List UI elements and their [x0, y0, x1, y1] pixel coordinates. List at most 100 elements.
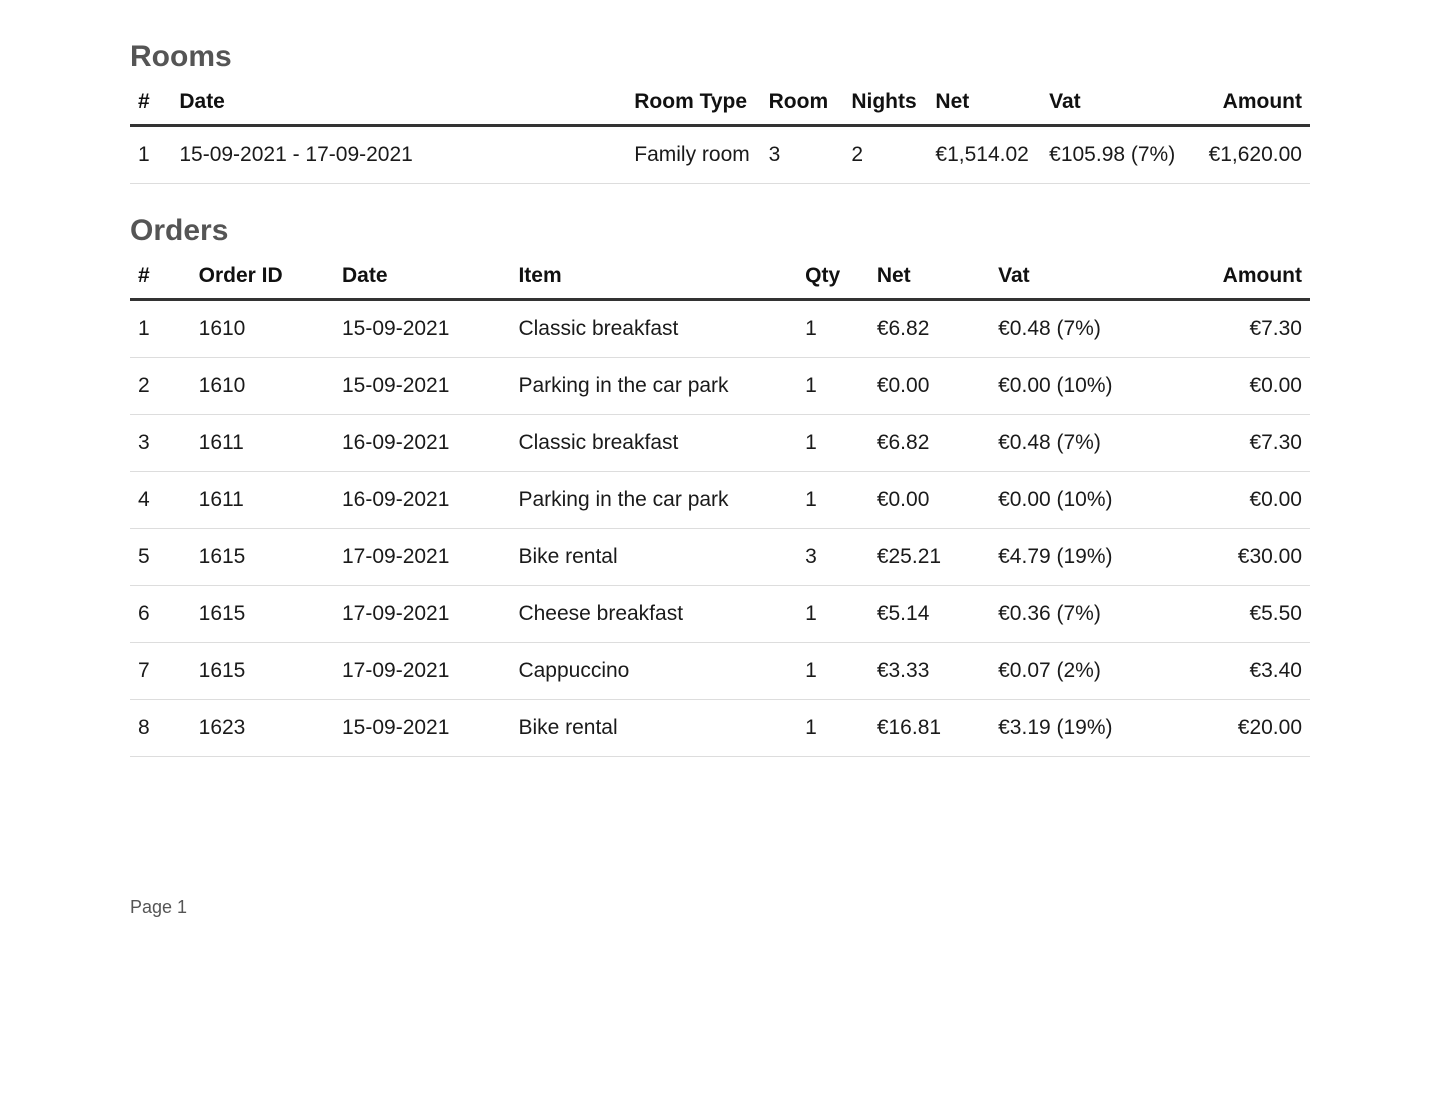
rooms-col-net: Net [927, 82, 1041, 126]
orders-cell-item: Parking in the car park [510, 358, 797, 415]
orders-cell-net: €25.21 [869, 529, 990, 586]
table-row: 115-09-2021 - 17-09-2021Family room32€1,… [130, 126, 1310, 184]
table-row: 8162315-09-2021Bike rental1€16.81€3.19 (… [130, 700, 1310, 757]
rooms-table: # Date Room Type Room Nights Net Vat Amo… [130, 82, 1310, 184]
orders-cell-qty: 1 [797, 643, 869, 700]
rooms-cell-net: €1,514.02 [927, 126, 1041, 184]
orders-cell-date: 16-09-2021 [334, 415, 510, 472]
orders-cell-orderid: 1610 [191, 358, 334, 415]
orders-col-item: Item [510, 256, 797, 300]
orders-cell-net: €5.14 [869, 586, 990, 643]
orders-cell-idx: 5 [130, 529, 191, 586]
orders-cell-orderid: 1611 [191, 415, 334, 472]
orders-cell-vat: €3.19 (19%) [990, 700, 1189, 757]
rooms-cell-room: 3 [761, 126, 844, 184]
rooms-header-row: # Date Room Type Room Nights Net Vat Amo… [130, 82, 1310, 126]
orders-cell-qty: 3 [797, 529, 869, 586]
orders-cell-date: 15-09-2021 [334, 300, 510, 358]
orders-cell-item: Bike rental [510, 700, 797, 757]
orders-cell-qty: 1 [797, 700, 869, 757]
orders-cell-idx: 6 [130, 586, 191, 643]
orders-cell-item: Bike rental [510, 529, 797, 586]
orders-cell-net: €6.82 [869, 300, 990, 358]
orders-cell-date: 16-09-2021 [334, 472, 510, 529]
rooms-col-amount: Amount [1196, 82, 1310, 126]
rooms-col-room: Room [761, 82, 844, 126]
page-footer: Page 1 [130, 897, 1310, 918]
orders-cell-vat: €0.48 (7%) [990, 300, 1189, 358]
rooms-col-vat: Vat [1041, 82, 1196, 126]
orders-col-orderid: Order ID [191, 256, 334, 300]
orders-cell-vat: €0.07 (2%) [990, 643, 1189, 700]
orders-cell-amount: €0.00 [1189, 358, 1310, 415]
orders-cell-orderid: 1615 [191, 643, 334, 700]
orders-cell-date: 17-09-2021 [334, 529, 510, 586]
orders-cell-idx: 2 [130, 358, 191, 415]
rooms-col-idx: # [130, 82, 171, 126]
orders-cell-qty: 1 [797, 300, 869, 358]
orders-cell-qty: 1 [797, 358, 869, 415]
orders-col-qty: Qty [797, 256, 869, 300]
orders-cell-date: 17-09-2021 [334, 586, 510, 643]
orders-cell-orderid: 1610 [191, 300, 334, 358]
orders-cell-idx: 8 [130, 700, 191, 757]
orders-cell-idx: 1 [130, 300, 191, 358]
orders-col-vat: Vat [990, 256, 1189, 300]
orders-cell-qty: 1 [797, 415, 869, 472]
orders-cell-orderid: 1611 [191, 472, 334, 529]
invoice-page: Rooms # Date Room Type Room Nights Net V… [0, 0, 1440, 958]
orders-cell-idx: 4 [130, 472, 191, 529]
orders-cell-idx: 3 [130, 415, 191, 472]
orders-cell-orderid: 1615 [191, 529, 334, 586]
orders-cell-vat: €0.48 (7%) [990, 415, 1189, 472]
table-row: 2161015-09-2021Parking in the car park1€… [130, 358, 1310, 415]
orders-cell-net: €16.81 [869, 700, 990, 757]
orders-table: # Order ID Date Item Qty Net Vat Amount … [130, 256, 1310, 757]
orders-cell-vat: €0.36 (7%) [990, 586, 1189, 643]
orders-col-net: Net [869, 256, 990, 300]
page-number-label: Page 1 [130, 897, 187, 917]
rooms-col-nights: Nights [843, 82, 927, 126]
orders-cell-qty: 1 [797, 586, 869, 643]
table-row: 3161116-09-2021Classic breakfast1€6.82€0… [130, 415, 1310, 472]
orders-col-date: Date [334, 256, 510, 300]
orders-cell-amount: €20.00 [1189, 700, 1310, 757]
orders-cell-item: Classic breakfast [510, 415, 797, 472]
rooms-cell-nights: 2 [843, 126, 927, 184]
rooms-cell-idx: 1 [130, 126, 171, 184]
orders-cell-net: €0.00 [869, 472, 990, 529]
orders-cell-vat: €4.79 (19%) [990, 529, 1189, 586]
orders-title: Orders [130, 214, 1310, 248]
table-row: 1161015-09-2021Classic breakfast1€6.82€0… [130, 300, 1310, 358]
orders-cell-qty: 1 [797, 472, 869, 529]
table-row: 6161517-09-2021Cheese breakfast1€5.14€0.… [130, 586, 1310, 643]
table-row: 5161517-09-2021Bike rental3€25.21€4.79 (… [130, 529, 1310, 586]
orders-cell-date: 17-09-2021 [334, 643, 510, 700]
orders-cell-item: Cappuccino [510, 643, 797, 700]
orders-cell-net: €3.33 [869, 643, 990, 700]
orders-cell-date: 15-09-2021 [334, 700, 510, 757]
orders-cell-net: €6.82 [869, 415, 990, 472]
rooms-col-roomtype: Room Type [626, 82, 760, 126]
rooms-col-date: Date [171, 82, 626, 126]
orders-cell-amount: €7.30 [1189, 300, 1310, 358]
orders-cell-orderid: 1623 [191, 700, 334, 757]
orders-cell-vat: €0.00 (10%) [990, 472, 1189, 529]
orders-cell-amount: €0.00 [1189, 472, 1310, 529]
table-row: 7161517-09-2021Cappuccino1€3.33€0.07 (2%… [130, 643, 1310, 700]
orders-cell-amount: €3.40 [1189, 643, 1310, 700]
orders-cell-amount: €30.00 [1189, 529, 1310, 586]
orders-col-amount: Amount [1189, 256, 1310, 300]
orders-cell-net: €0.00 [869, 358, 990, 415]
rooms-cell-roomtype: Family room [626, 126, 760, 184]
rooms-cell-amount: €1,620.00 [1196, 126, 1310, 184]
orders-header-row: # Order ID Date Item Qty Net Vat Amount [130, 256, 1310, 300]
rooms-cell-date: 15-09-2021 - 17-09-2021 [171, 126, 626, 184]
orders-cell-date: 15-09-2021 [334, 358, 510, 415]
rooms-title: Rooms [130, 40, 1310, 74]
orders-cell-vat: €0.00 (10%) [990, 358, 1189, 415]
table-row: 4161116-09-2021Parking in the car park1€… [130, 472, 1310, 529]
orders-cell-amount: €5.50 [1189, 586, 1310, 643]
orders-col-idx: # [130, 256, 191, 300]
orders-cell-item: Cheese breakfast [510, 586, 797, 643]
